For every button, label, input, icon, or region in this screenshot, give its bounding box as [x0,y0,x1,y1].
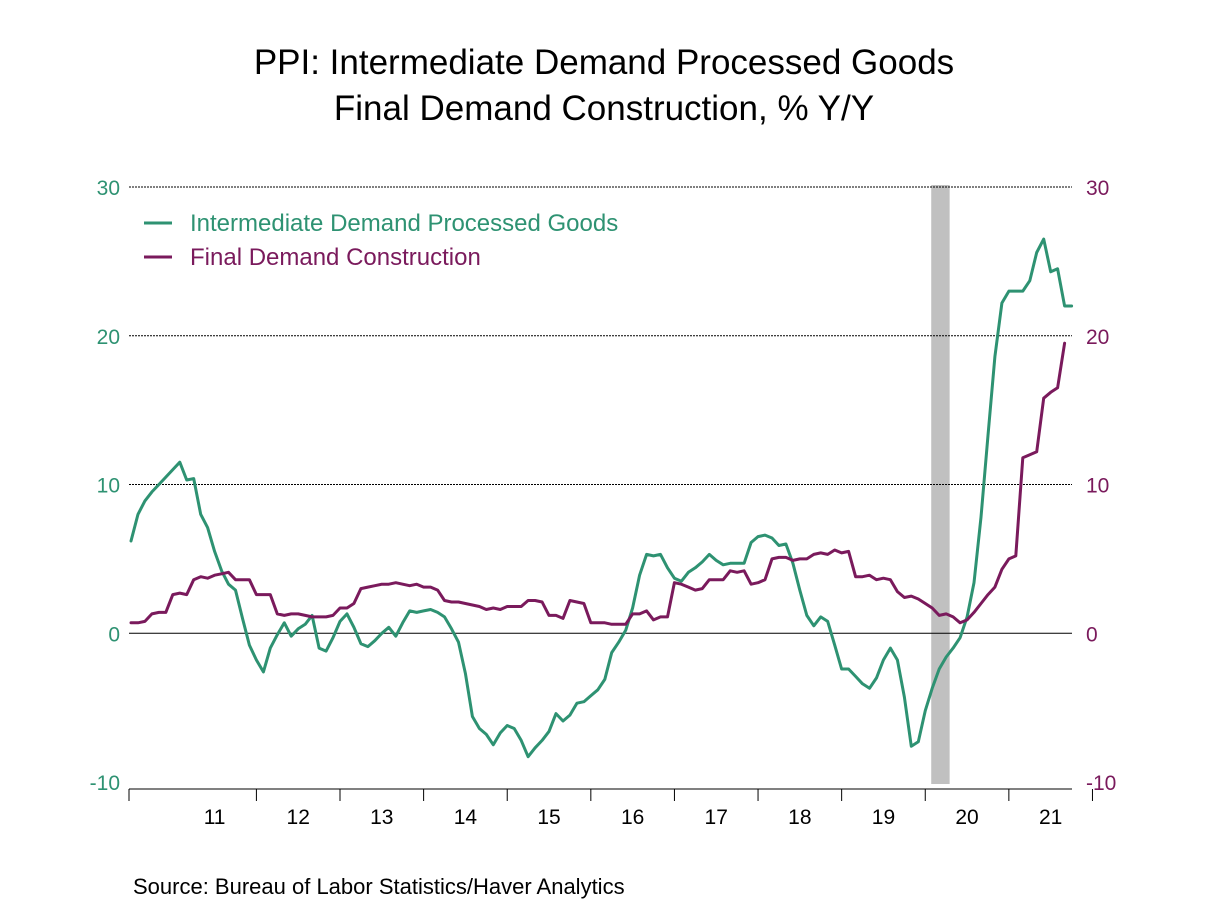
x-tick-label: 17 [705,806,728,829]
chart-title: PPI: Intermediate Demand Processed Goods… [0,40,1208,132]
x-tick-label: 20 [955,806,978,829]
y-tick-label-right: 30 [1086,177,1109,200]
x-tick-label: 11 [204,806,226,829]
y-tick-label-right: -10 [1086,772,1116,795]
y-tick-label-left: 0 [108,623,120,646]
x-tick-label: 12 [287,806,310,829]
chart-title-line2: Final Demand Construction, % Y/Y [333,89,875,128]
source-note: Source: Bureau of Labor Statistics/Haver… [133,874,625,899]
y-tick-label-right: 10 [1086,475,1109,498]
x-tick-label: 19 [872,806,895,829]
y-tick-label-left: 20 [97,326,120,349]
x-tick-label: 13 [370,806,393,829]
series-line-intermediate-demand [129,237,1074,759]
chart-title-line1: PPI: Intermediate Demand Processed Goods [253,43,955,82]
y-tick-label-left: 30 [97,177,120,200]
series-line-final-demand-construction [129,341,1067,626]
x-tick-label: 16 [621,806,644,829]
y-tick-label-left: -10 [90,772,120,795]
legend-label: Final Demand Construction [190,244,481,271]
x-tick-label: 21 [1039,806,1062,829]
legend-label: Intermediate Demand Processed Goods [190,210,618,237]
x-tick-label: 14 [454,806,478,829]
x-tick-label: 15 [537,806,560,829]
x-tick-label: 18 [788,806,811,829]
y-tick-label-right: 20 [1086,326,1109,349]
y-tick-label-right: 0 [1086,623,1098,646]
y-tick-label-left: 10 [97,475,120,498]
